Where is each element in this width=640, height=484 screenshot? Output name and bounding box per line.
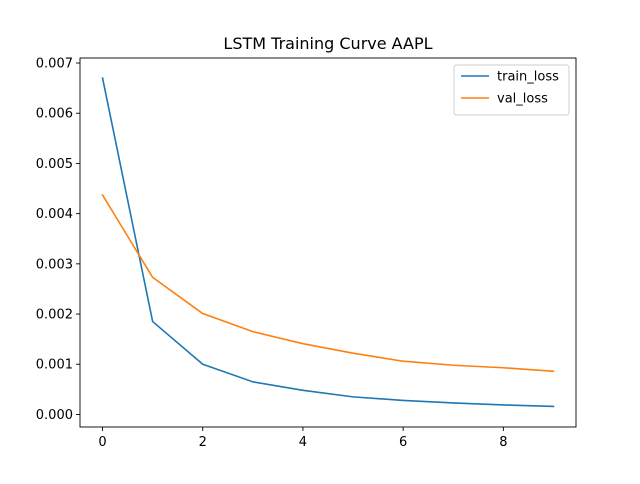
chart-title: LSTM Training Curve AAPL xyxy=(223,34,432,53)
y-tick-label: 0.002 xyxy=(36,308,73,323)
y-tick-label: 0.000 xyxy=(36,408,73,423)
legend: train_loss val_loss xyxy=(453,64,570,116)
y-tick-label: 0.003 xyxy=(36,257,73,272)
x-tick-label: 8 xyxy=(499,435,507,450)
x-tick-label: 6 xyxy=(399,435,407,450)
plot-area: 0 2 4 6 8 0.000 0.001 0.002 0.003 0.004 0.005 0.006… xyxy=(36,57,577,450)
y-tick-label: 0.005 xyxy=(36,157,73,172)
y-tick-label: 0.004 xyxy=(36,207,73,222)
y-tick-label: 0.006 xyxy=(36,107,73,122)
y-tick-label: 0.001 xyxy=(36,358,73,373)
series-line-val_loss xyxy=(101,193,555,373)
legend-label-val_loss: val_loss xyxy=(497,92,548,107)
legend-label-train_loss: train_loss xyxy=(497,70,559,85)
series-line-train_loss xyxy=(101,77,555,408)
legend-box xyxy=(453,64,570,116)
x-tick-label: 0 xyxy=(98,435,106,450)
y-tick-label: 0.007 xyxy=(36,57,73,72)
x-tick-label: 4 xyxy=(299,435,307,450)
axes-frame xyxy=(79,57,577,428)
x-tick-label: 2 xyxy=(199,435,207,450)
